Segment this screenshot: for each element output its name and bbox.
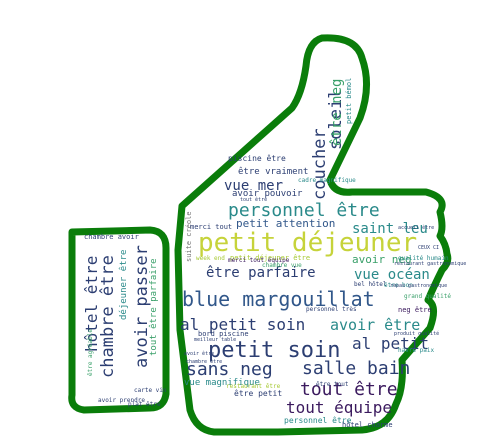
word-tout-etre-small: tout être (240, 197, 268, 203)
word-plat-etre: plat être (128, 401, 161, 408)
word-petit-attention: petit attention (236, 217, 336, 230)
word-havre-paix: havre paix (398, 347, 435, 354)
word-saint-leu: saint leu (352, 221, 428, 237)
word-al-petit: al petit (352, 334, 430, 353)
word-neg-etre: neg être (398, 306, 432, 314)
word-personnel-etre-small: personnel être (284, 416, 352, 425)
word-chambre-vue: chambre vue (262, 262, 302, 269)
word-etre-parfaire: être parfaire (206, 265, 316, 281)
word-dejeuner-etre: déjeuner être (119, 249, 129, 320)
word-merci-tout: merci tout (190, 223, 233, 231)
word-bel-hotel: bel hôtel (354, 281, 387, 288)
word-sans-neg: sans neg (186, 359, 273, 380)
word-etre-neg: être neg (329, 78, 345, 146)
word-qualite-humain: qualité humain (398, 255, 449, 262)
word-piscine-etre: piscine être (228, 154, 286, 163)
word-chambre-etre-small: chambre être (186, 359, 223, 365)
word-etre-petit: être petit (234, 389, 283, 398)
word-avoir-neg: avoir neg (352, 253, 412, 266)
word-restaurant-gastronomique: restaurant gastronomique (394, 261, 467, 267)
word-etre-tout: être tout (316, 381, 349, 388)
word-cadre-magnifique: cadre magnifique (298, 177, 356, 184)
word-vue-ocean: vue océan (354, 267, 430, 283)
word-blue-margouillat: blue margouillat (182, 287, 375, 311)
word-petit-dejeuner: petit déjeuner (198, 228, 418, 258)
word-week-end: week end (196, 255, 225, 262)
word-personnel-tres: personnel très (306, 306, 357, 313)
word-carte-vin: carte vin (134, 387, 167, 394)
word-tout-equipe: tout équipe (286, 398, 392, 417)
word-accueil-etre: accueil être (398, 225, 435, 231)
thumb-hand-outline (174, 34, 452, 436)
word-bord-piscine: bord piscine (198, 330, 249, 338)
thumb-cuff-outline (68, 226, 170, 414)
word-avoir-prendre: avoir prendre (98, 397, 145, 404)
word-al-petit-soin: al petit soin (180, 315, 306, 334)
word-chambre-avoir: chambre avoir (84, 233, 139, 241)
word-etre-bon: être bon (384, 282, 413, 289)
word-produit-qualite: produit qualité (394, 331, 440, 337)
word-petit-dejeuner-etre: petit déjeuner être (230, 254, 311, 262)
word-petit-bemol: petit bémol (345, 77, 353, 124)
word-avoir-pouvoir: avoir pouvoir (232, 189, 303, 199)
word-merci-tout-equipe: merci tout équipe (228, 257, 290, 264)
word-avoir-etre: avoir être (330, 316, 421, 334)
word-chambre-etre: chambre être (98, 255, 118, 378)
word-hotel-charme: hôtel charme (342, 421, 393, 429)
word-tout-etre-parfaire: tout être parfaire (149, 258, 159, 356)
word-meilleur-table: meilleur table (194, 337, 237, 343)
word-salle-bain: salle bain (302, 358, 411, 379)
word-restaurant-etre: restaurant être (226, 383, 281, 390)
word-repas-gastronomique: repas gastronomique (390, 283, 448, 289)
word-vue-mer: vue mer (224, 178, 284, 194)
word-etre-agreable: être agréable (87, 329, 94, 376)
word-tout-etre: tout être (300, 379, 398, 400)
word-suite-creole: suite créole (185, 211, 193, 262)
word-personnel-etre: personnel être (228, 200, 380, 221)
word-etre-vraiment: être vraiment (238, 167, 309, 177)
word-avoir-etre-small: avoir être (184, 351, 215, 357)
word-ceux-ci: CEUX CI (418, 245, 440, 251)
word-grand-qualite: grand qualité (404, 293, 451, 300)
word-petit-soin: petit soin (208, 338, 341, 363)
word-vue-magnifique: vue magnifique (184, 378, 260, 388)
